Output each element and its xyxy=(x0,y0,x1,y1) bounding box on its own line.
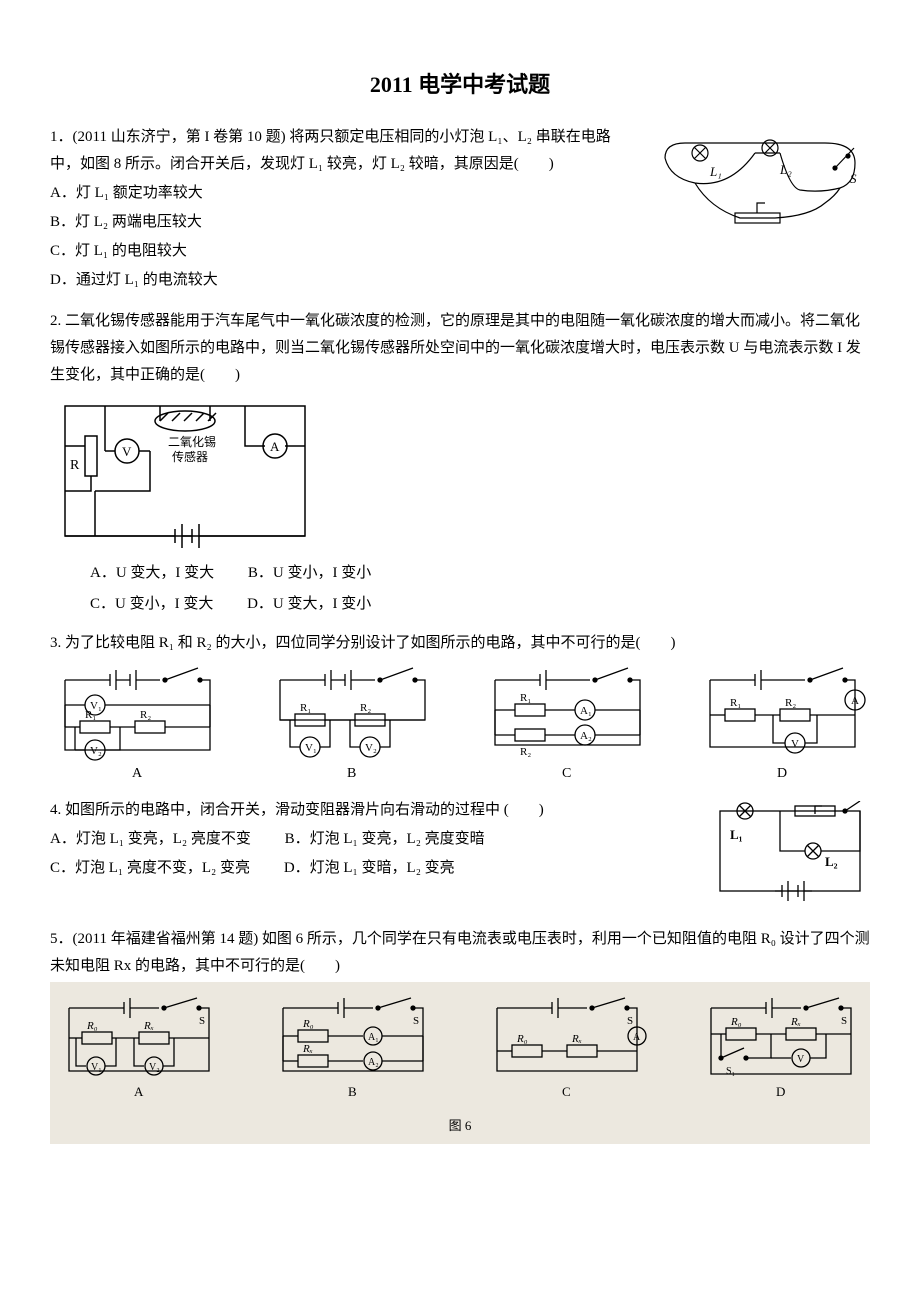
q5-stem: 5．(2011 年福建省福州第 14 题) 如图 6 所示，几个同学在只有电流表… xyxy=(50,926,870,980)
q1-opt-c: C．灯 L₁ 的电阻较大 xyxy=(50,238,870,265)
svg-text:Rₓ: Rₓ xyxy=(302,1043,313,1055)
svg-text:A: A xyxy=(134,1084,144,1099)
svg-text:R₂: R₂ xyxy=(140,709,151,721)
q2-options-row1: A．U 变大，I 变大 B．U 变小，I 变小 xyxy=(90,560,870,587)
question-4: L₁ L₂ 4. 如图所示的电路中，闭合开关，滑动变阻器滑片向右滑动的过程中 (… xyxy=(50,797,870,914)
q5-caption: 图 6 xyxy=(54,1114,866,1137)
svg-text:A₁: A₁ xyxy=(368,1032,379,1043)
svg-text:V: V xyxy=(791,738,799,750)
svg-text:S: S xyxy=(850,171,857,186)
q2-opt-d: D．U 变大，I 变小 xyxy=(247,591,371,618)
svg-text:A₂: A₂ xyxy=(368,1057,379,1068)
svg-text:S₁: S₁ xyxy=(726,1066,735,1077)
svg-text:V₂: V₂ xyxy=(90,745,102,757)
q4-opt-c: C．灯泡 L₁ 亮度不变，L₂ 变亮 xyxy=(50,860,250,876)
svg-text:V₁: V₁ xyxy=(91,1062,102,1073)
svg-text:R₁: R₁ xyxy=(520,692,531,704)
svg-text:S: S xyxy=(413,1015,419,1027)
question-5: 5．(2011 年福建省福州第 14 题) 如图 6 所示，几个同学在只有电流表… xyxy=(50,926,870,1143)
svg-text:V: V xyxy=(122,444,132,459)
q1-figure: L₁ L₂ S xyxy=(640,128,870,238)
svg-text:A₁: A₁ xyxy=(580,705,592,717)
q4-opt-a: A．灯泡 L₁ 变亮，L₂ 亮度不变 xyxy=(50,831,251,847)
svg-text:C: C xyxy=(562,1084,571,1099)
svg-text:R₂: R₂ xyxy=(520,746,531,758)
page-title: 2011 电学中考试题 xyxy=(50,65,870,105)
q1-opt-d: D．通过灯 L₁ 的电流较大 xyxy=(50,267,870,294)
q2-opt-a: A．U 变大，I 变大 xyxy=(90,560,214,587)
q2-opt-c: C．U 变小，I 变大 xyxy=(90,591,213,618)
svg-text:S: S xyxy=(627,1015,633,1027)
q2-options-row2: C．U 变小，I 变大 D．U 变大，I 变小 xyxy=(90,591,870,618)
q2-stem: 2. 二氧化锡传感器能用于汽车尾气中一氧化碳浓度的检测，它的原理是其中的电阻随一… xyxy=(50,308,870,389)
svg-text:二氧化锡: 二氧化锡 xyxy=(168,434,216,449)
svg-text:D: D xyxy=(776,1084,785,1099)
svg-text:A: A xyxy=(633,1032,641,1043)
svg-text:传感器: 传感器 xyxy=(172,449,208,464)
q2-opt-b: B．U 变小，I 变小 xyxy=(248,560,371,587)
svg-text:Rₓ: Rₓ xyxy=(143,1020,154,1032)
q4-opt-b: B．灯泡 L₁ 变亮，L₂ 亮度变暗 xyxy=(285,831,485,847)
svg-text:R₁: R₁ xyxy=(730,697,741,709)
q3-figures: V₁ V₂ R₁ R₂ A R₁ R₂ V₁ V₂ B xyxy=(50,665,870,785)
svg-text:L₂: L₂ xyxy=(825,854,838,869)
svg-text:L₁: L₁ xyxy=(730,827,743,842)
svg-text:R₁: R₁ xyxy=(300,702,311,714)
svg-text:Rₓ: Rₓ xyxy=(790,1016,801,1028)
svg-text:A: A xyxy=(851,695,859,707)
svg-text:V: V xyxy=(797,1054,805,1065)
svg-text:R₀: R₀ xyxy=(302,1018,314,1030)
svg-text:R: R xyxy=(70,458,80,473)
svg-text:A: A xyxy=(270,439,280,454)
question-3: 3. 为了比较电阻 R₁ 和 R₂ 的大小，四位同学分别设计了如图所示的电路，其… xyxy=(50,630,870,785)
svg-text:R₂: R₂ xyxy=(785,697,796,709)
svg-text:Rₓ: Rₓ xyxy=(571,1033,582,1045)
svg-text:V₁: V₁ xyxy=(305,742,317,754)
svg-text:V₂: V₂ xyxy=(365,742,377,754)
svg-text:R₀: R₀ xyxy=(730,1016,742,1028)
svg-text:S: S xyxy=(841,1015,847,1027)
svg-text:A₂: A₂ xyxy=(580,730,592,742)
q4-figure: L₁ L₂ xyxy=(710,801,870,906)
svg-text:R₀: R₀ xyxy=(86,1020,98,1032)
svg-text:R₀: R₀ xyxy=(516,1033,528,1045)
svg-text:R₁: R₁ xyxy=(85,709,96,721)
q4-opt-d: D．灯泡 L₁ 变暗，L₂ 变亮 xyxy=(284,860,455,876)
q3-stem: 3. 为了比较电阻 R₁ 和 R₂ 的大小，四位同学分别设计了如图所示的电路，其… xyxy=(50,630,870,657)
question-1: L₁ L₂ S 1．(2011 山东济宁，第 I 卷第 10 题) 将两只额定电… xyxy=(50,124,870,296)
svg-text:L₁: L₁ xyxy=(709,164,722,179)
svg-text:B: B xyxy=(347,766,356,781)
svg-text:A: A xyxy=(132,766,143,781)
svg-text:C: C xyxy=(562,766,571,781)
question-2: 2. 二氧化锡传感器能用于汽车尾气中一氧化碳浓度的检测，它的原理是其中的电阻随一… xyxy=(50,308,870,618)
svg-text:B: B xyxy=(348,1084,357,1099)
svg-text:R₂: R₂ xyxy=(360,702,371,714)
q2-figure: R V A 二氧化锡 传感器 xyxy=(50,391,870,556)
svg-text:D: D xyxy=(777,766,787,781)
svg-text:L₂: L₂ xyxy=(779,162,792,177)
q5-figures: R₀ Rₓ V₁ V₂ S A R₀ xyxy=(50,982,870,1143)
svg-text:V₂: V₂ xyxy=(149,1062,160,1073)
svg-text:S: S xyxy=(199,1015,205,1027)
